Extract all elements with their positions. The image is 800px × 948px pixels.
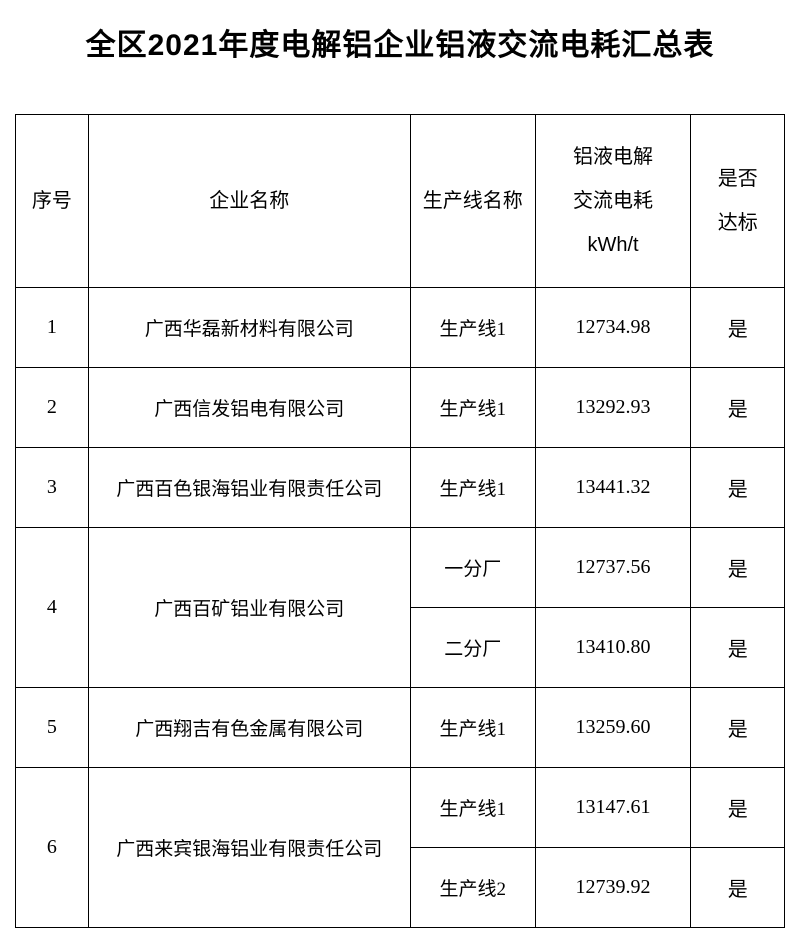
cell-production-line: 生产线2 xyxy=(410,848,535,928)
cell-power-value: 12734.98 xyxy=(535,288,691,368)
cell-power-value: 13292.93 xyxy=(535,368,691,448)
cell-production-line: 生产线1 xyxy=(410,768,535,848)
header-status: 是否达标 xyxy=(691,115,785,288)
cell-compliance-status: 是 xyxy=(691,848,785,928)
header-name: 企业名称 xyxy=(88,115,410,288)
cell-compliance-status: 是 xyxy=(691,768,785,848)
cell-company-name: 广西百色银海铝业有限责任公司 xyxy=(88,448,410,528)
header-value: 铝液电解交流电耗kWh/t xyxy=(535,115,691,288)
table-body: 1广西华磊新材料有限公司生产线112734.98是2广西信发铝电有限公司生产线1… xyxy=(16,288,785,928)
cell-power-value: 13410.80 xyxy=(535,608,691,688)
cell-company-name: 广西来宾银海铝业有限责任公司 xyxy=(88,768,410,928)
cell-compliance-status: 是 xyxy=(691,608,785,688)
cell-power-value: 12737.56 xyxy=(535,528,691,608)
cell-power-value: 13259.60 xyxy=(535,688,691,768)
cell-production-line: 生产线1 xyxy=(410,368,535,448)
table-row: 5广西翔吉有色金属有限公司生产线113259.60是 xyxy=(16,688,785,768)
data-table: 序号 企业名称 生产线名称 铝液电解交流电耗kWh/t 是否达标 1广西华磊新材… xyxy=(15,114,785,928)
header-line: 生产线名称 xyxy=(410,115,535,288)
cell-power-value: 13441.32 xyxy=(535,448,691,528)
cell-compliance-status: 是 xyxy=(691,288,785,368)
cell-seq: 6 xyxy=(16,768,89,928)
cell-seq: 4 xyxy=(16,528,89,688)
cell-company-name: 广西信发铝电有限公司 xyxy=(88,368,410,448)
cell-production-line: 一分厂 xyxy=(410,528,535,608)
cell-seq: 2 xyxy=(16,368,89,448)
cell-company-name: 广西百矿铝业有限公司 xyxy=(88,528,410,688)
page-title: 全区2021年度电解铝企业铝液交流电耗汇总表 xyxy=(15,20,785,64)
cell-production-line: 二分厂 xyxy=(410,608,535,688)
cell-compliance-status: 是 xyxy=(691,528,785,608)
cell-company-name: 广西华磊新材料有限公司 xyxy=(88,288,410,368)
table-row: 6广西来宾银海铝业有限责任公司生产线113147.61是 xyxy=(16,768,785,848)
cell-seq: 3 xyxy=(16,448,89,528)
cell-company-name: 广西翔吉有色金属有限公司 xyxy=(88,688,410,768)
header-seq: 序号 xyxy=(16,115,89,288)
cell-compliance-status: 是 xyxy=(691,368,785,448)
table-row: 3广西百色银海铝业有限责任公司生产线113441.32是 xyxy=(16,448,785,528)
cell-production-line: 生产线1 xyxy=(410,448,535,528)
table-row: 1广西华磊新材料有限公司生产线112734.98是 xyxy=(16,288,785,368)
cell-compliance-status: 是 xyxy=(691,448,785,528)
table-row: 4广西百矿铝业有限公司一分厂12737.56是 xyxy=(16,528,785,608)
cell-production-line: 生产线1 xyxy=(410,688,535,768)
cell-production-line: 生产线1 xyxy=(410,288,535,368)
table-row: 2广西信发铝电有限公司生产线113292.93是 xyxy=(16,368,785,448)
cell-seq: 5 xyxy=(16,688,89,768)
cell-compliance-status: 是 xyxy=(691,688,785,768)
cell-seq: 1 xyxy=(16,288,89,368)
cell-power-value: 12739.92 xyxy=(535,848,691,928)
table-header: 序号 企业名称 生产线名称 铝液电解交流电耗kWh/t 是否达标 xyxy=(16,115,785,288)
cell-power-value: 13147.61 xyxy=(535,768,691,848)
